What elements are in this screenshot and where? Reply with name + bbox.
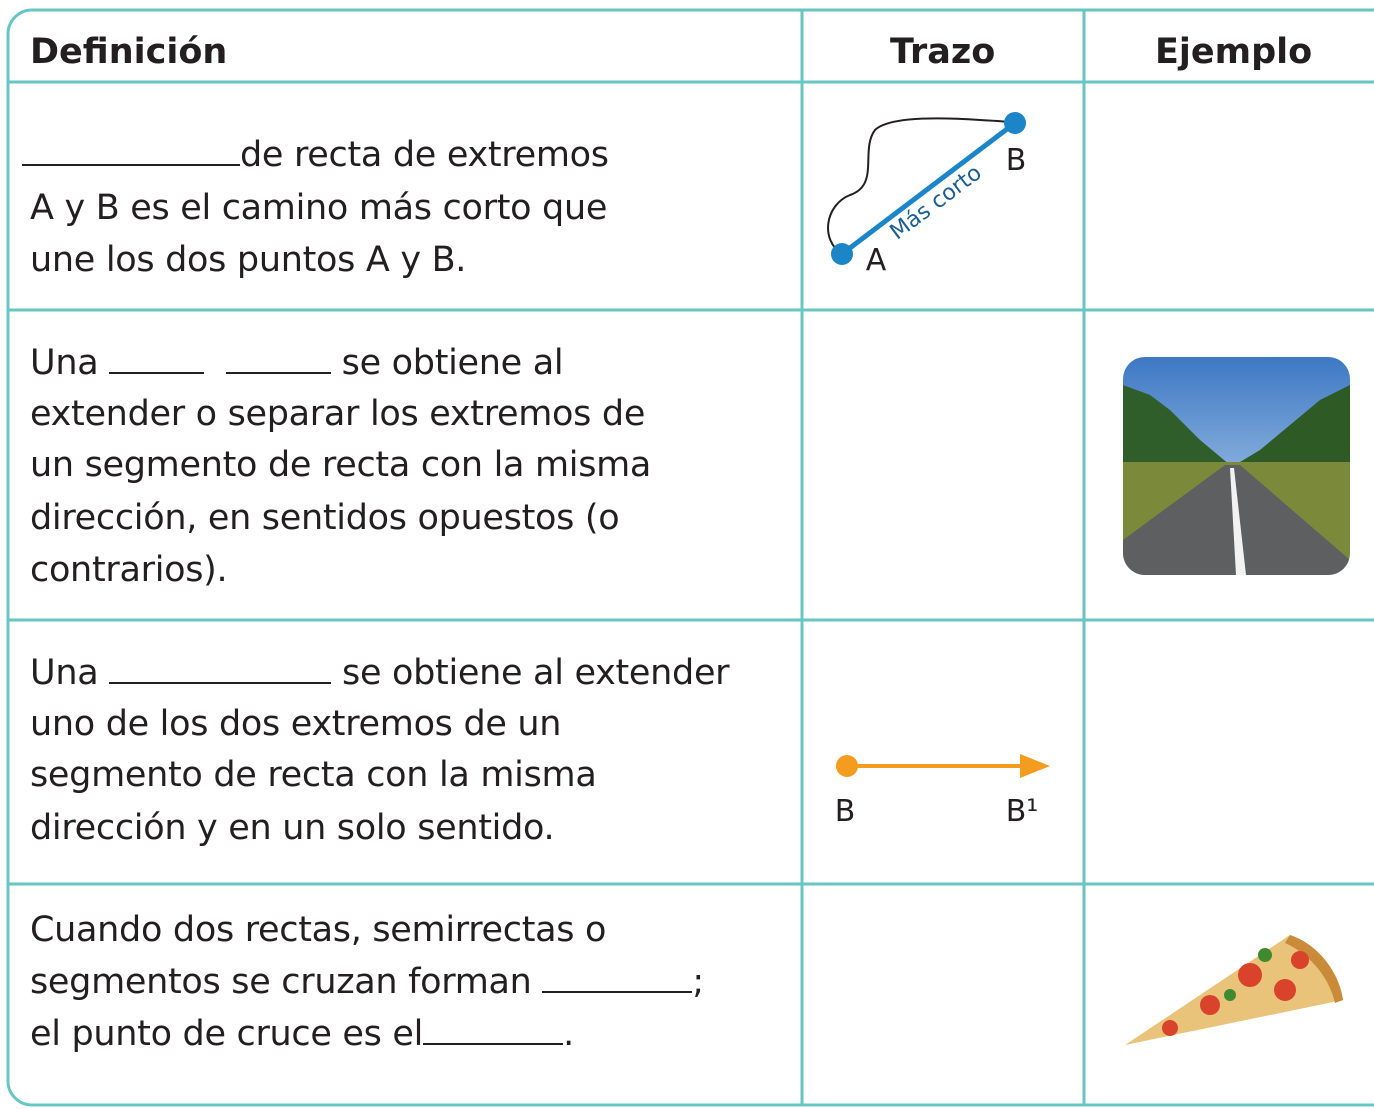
blank <box>109 338 205 374</box>
text: segmentos se cruzan forman <box>30 962 532 1002</box>
text: el punto de cruce es el <box>30 1014 424 1054</box>
text: Una <box>30 653 99 693</box>
text-line: contrarios). <box>30 550 228 590</box>
text-line: A y B es el camino más corto que <box>30 188 608 228</box>
blank <box>542 957 693 993</box>
text-line: uno de los dos extremos de un <box>30 704 562 744</box>
text-line: dirección y en un solo sentido. <box>30 808 555 848</box>
segment-label: Más corto <box>886 160 987 245</box>
header: Ejemplo <box>1155 32 1313 72</box>
text: de recta de extremos <box>240 135 609 175</box>
text: Una <box>30 343 99 383</box>
point-label: B <box>835 794 856 829</box>
pizza-image <box>1125 935 1343 1045</box>
text-line: segmentos se cruzan forman ; <box>30 956 704 1008</box>
header: Trazo <box>890 32 996 72</box>
text: se obtiene al extender <box>342 653 730 693</box>
grid-lines <box>8 10 1374 1105</box>
table-border <box>6 8 1374 1107</box>
ray-diagram: B B¹ <box>835 754 1050 829</box>
header: Definición <box>30 32 228 72</box>
blank <box>423 1009 564 1045</box>
text-line: extender o separar los extremos de <box>30 394 646 434</box>
text: ; <box>692 962 704 1002</box>
point-label: B <box>1006 143 1027 178</box>
point-label: B¹ <box>1006 794 1039 829</box>
text-line: Una se obtiene al extender <box>30 647 730 699</box>
text-line: el punto de cruce es el. <box>30 1008 574 1060</box>
text-line: segmento de recta con la misma <box>30 755 597 795</box>
text-line: Una se obtiene al <box>30 337 564 389</box>
point-label: A <box>866 243 887 278</box>
text-line: de recta de extremos <box>22 129 609 181</box>
blank <box>22 130 240 166</box>
text: se obtiene al <box>341 343 564 383</box>
segment-diagram: A B Más corto <box>827 112 1027 278</box>
blank <box>225 338 331 374</box>
road-image <box>1123 357 1350 575</box>
text-line: Cuando dos rectas, semirrectas o <box>30 910 607 950</box>
blank <box>109 648 332 684</box>
text: . <box>563 1014 574 1054</box>
text-line: un segmento de recta con la misma <box>30 445 652 485</box>
text-line: dirección, en sentidos opuestos (o <box>30 498 620 538</box>
text-line: une los dos puntos A y B. <box>30 240 467 280</box>
